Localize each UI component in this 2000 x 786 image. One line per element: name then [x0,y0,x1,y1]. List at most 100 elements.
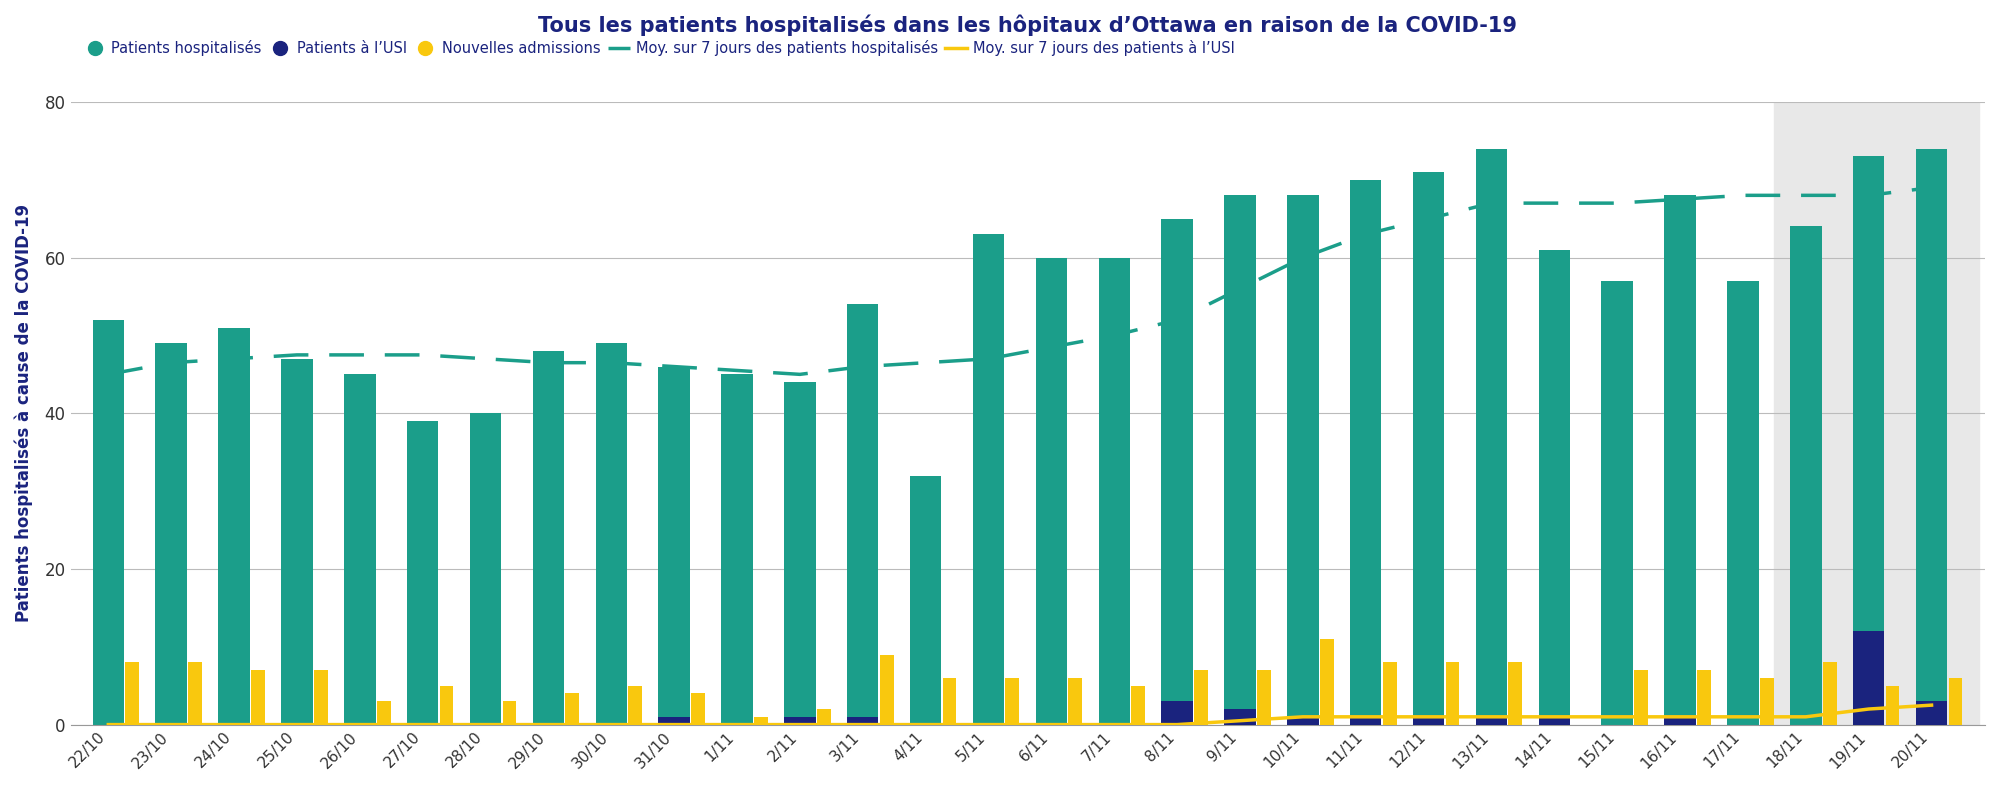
Bar [376,701,390,725]
Moy. sur 7 jours des patients à l’USI [410,720,434,729]
Bar [754,717,768,725]
Bar [344,374,376,725]
Moy. sur 7 jours des patients à l’USI [1606,712,1630,722]
Moy. sur 7 jours des patients à l’USI [850,720,874,729]
Bar [1664,717,1696,725]
Moy. sur 7 jours des patients à l’USI [96,720,120,729]
Moy. sur 7 jours des patients à l’USI [1856,704,1880,714]
Bar [1194,670,1208,725]
Moy. sur 7 jours des patients à l’USI [1166,720,1190,729]
Bar [1350,717,1382,725]
Bar [1068,678,1082,725]
Moy. sur 7 jours des patients à l’USI [662,720,686,729]
Moy. sur 7 jours des patients hospitalisés [222,354,246,363]
Bar [880,655,894,725]
Bar [1446,663,1460,725]
Legend: Patients hospitalisés, Patients à l’USI, Nouvelles admissions, Moy. sur 7 jours : Patients hospitalisés, Patients à l’USI,… [78,35,1240,62]
Y-axis label: Patients hospitalisés à cause de la COVID-19: Patients hospitalisés à cause de la COVI… [14,204,34,623]
Bar [1412,172,1444,725]
Bar [596,343,626,725]
Moy. sur 7 jours des patients à l’USI [284,720,308,729]
Moy. sur 7 jours des patients à l’USI [474,720,498,729]
Bar [1382,663,1396,725]
Bar [1634,670,1648,725]
Moy. sur 7 jours des patients à l’USI [1542,712,1566,722]
Bar [1760,678,1774,725]
Bar [1664,196,1696,725]
Bar [942,678,956,725]
Moy. sur 7 jours des patients hospitalisés [348,351,372,360]
Bar [1476,149,1508,725]
Bar [1162,701,1192,725]
Bar [406,421,438,725]
Bar [126,663,140,725]
Moy. sur 7 jours des patients à l’USI [1228,716,1252,725]
Bar [1036,258,1068,725]
Bar [156,343,186,725]
Moy. sur 7 jours des patients à l’USI [1730,712,1754,722]
Bar [1288,717,1318,725]
Line: Moy. sur 7 jours des patients hospitalisés: Moy. sur 7 jours des patients hospitalis… [108,188,1932,374]
Moy. sur 7 jours des patients à l’USI [160,720,184,729]
Moy. sur 7 jours des patients hospitalisés [474,354,498,363]
Bar [1774,102,1978,725]
Moy. sur 7 jours des patients hospitalisés [914,358,938,367]
Bar [566,693,580,725]
Bar [218,328,250,725]
Bar [816,709,830,725]
Moy. sur 7 jours des patients hospitalisés [850,362,874,371]
Bar [1852,631,1884,725]
Moy. sur 7 jours des patients hospitalisés [976,354,1000,363]
Bar [1948,678,1962,725]
Bar [92,320,124,725]
Bar [1852,156,1884,725]
Bar [910,476,942,725]
Moy. sur 7 jours des patients à l’USI [1920,700,1944,710]
Moy. sur 7 jours des patients hospitalisés [160,358,184,367]
Bar [1224,709,1256,725]
Moy. sur 7 jours des patients hospitalisés [788,369,812,379]
Bar [658,366,690,725]
Moy. sur 7 jours des patients hospitalisés [1102,331,1126,340]
Moy. sur 7 jours des patients hospitalisés [1416,214,1440,223]
Moy. sur 7 jours des patients à l’USI [1290,712,1314,722]
Bar [1132,685,1146,725]
Moy. sur 7 jours des patients hospitalisés [1920,183,1944,193]
Moy. sur 7 jours des patients à l’USI [914,720,938,729]
Bar [1476,717,1508,725]
Bar [1822,663,1836,725]
Moy. sur 7 jours des patients hospitalisés [1480,198,1504,208]
Moy. sur 7 jours des patients à l’USI [222,720,246,729]
Moy. sur 7 jours des patients hospitalisés [1794,191,1818,200]
Bar [1508,663,1522,725]
Moy. sur 7 jours des patients à l’USI [1794,712,1818,722]
Moy. sur 7 jours des patients à l’USI [348,720,372,729]
Bar [972,234,1004,725]
Moy. sur 7 jours des patients hospitalisés [1228,284,1252,293]
Bar [658,717,690,725]
Moy. sur 7 jours des patients hospitalisés [284,351,308,360]
Moy. sur 7 jours des patients à l’USI [536,720,560,729]
Moy. sur 7 jours des patients hospitalisés [1730,191,1754,200]
Bar [1162,219,1192,725]
Moy. sur 7 jours des patients à l’USI [726,720,750,729]
Bar [282,358,312,725]
Moy. sur 7 jours des patients à l’USI [600,720,624,729]
Moy. sur 7 jours des patients à l’USI [788,720,812,729]
Bar [252,670,264,725]
Line: Moy. sur 7 jours des patients à l’USI: Moy. sur 7 jours des patients à l’USI [108,705,1932,725]
Moy. sur 7 jours des patients hospitalisés [1542,198,1566,208]
Moy. sur 7 jours des patients hospitalisés [410,351,434,360]
Moy. sur 7 jours des patients à l’USI [1480,712,1504,722]
Bar [692,693,704,725]
Bar [1728,281,1758,725]
Bar [1538,250,1570,725]
Moy. sur 7 jours des patients hospitalisés [536,358,560,367]
Bar [628,685,642,725]
Moy. sur 7 jours des patients à l’USI [1354,712,1378,722]
Bar [188,663,202,725]
Bar [848,304,878,725]
Bar [1288,196,1318,725]
Bar [848,717,878,725]
Title: Tous les patients hospitalisés dans les hôpitaux d’Ottawa en raison de la COVID-: Tous les patients hospitalisés dans les … [538,15,1518,36]
